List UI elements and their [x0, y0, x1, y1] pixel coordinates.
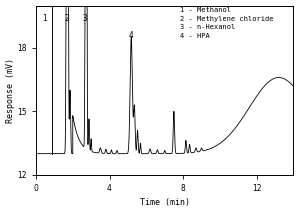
Text: 4: 4 [128, 31, 133, 40]
Text: 1: 1 [42, 14, 47, 23]
Text: 2: 2 [64, 14, 69, 23]
Y-axis label: Response (mV): Response (mV) [6, 58, 15, 123]
Text: 1 - Methanol
2 - Methylene chloride
3 - n-Hexanol
4 - HPA: 1 - Methanol 2 - Methylene chloride 3 - … [180, 7, 274, 39]
Text: 3: 3 [83, 14, 87, 23]
X-axis label: Time (min): Time (min) [140, 199, 190, 207]
